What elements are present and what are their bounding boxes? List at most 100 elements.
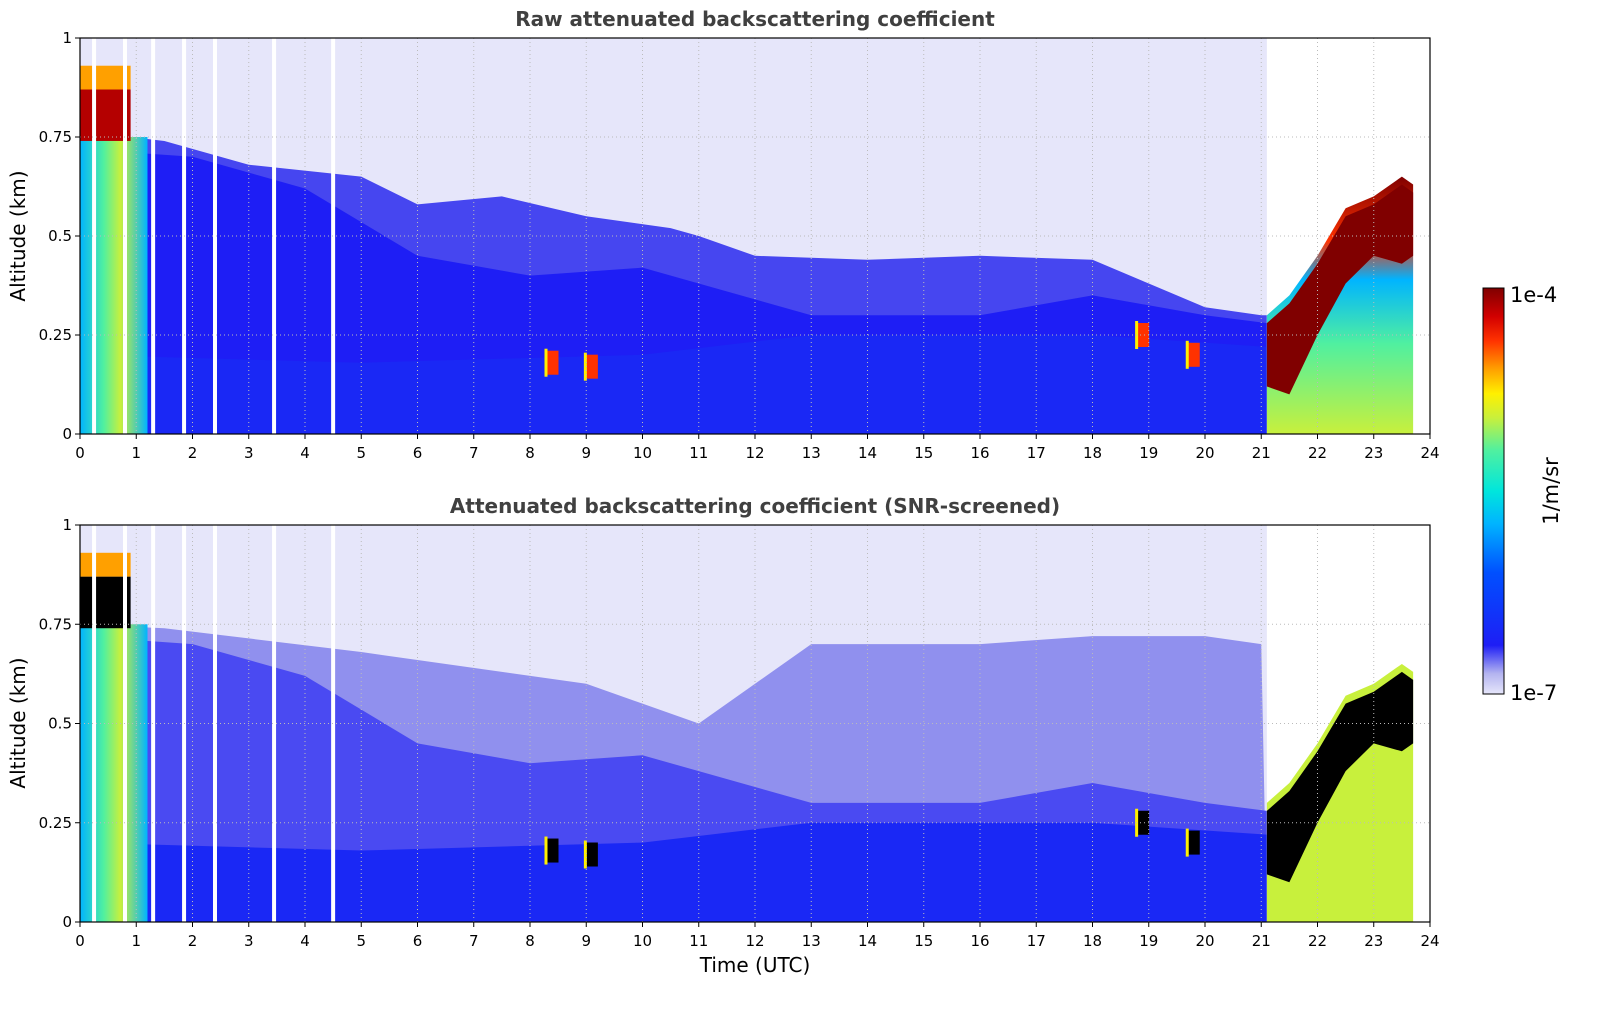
x-tick-label: 15: [914, 444, 933, 462]
colorbar-min-label: 1e-7: [1510, 681, 1557, 705]
x-tick-label: 13: [802, 444, 821, 462]
x-tick-label: 24: [1420, 444, 1439, 462]
x-tick-label: 5: [356, 444, 366, 462]
cloud-patch: [80, 576, 131, 629]
data-gap: [331, 525, 336, 922]
x-tick-label: 18: [1083, 444, 1102, 462]
x-tick-label: 18: [1083, 932, 1102, 950]
y-axis-label: Altitude (km): [6, 657, 30, 788]
x-tick-label: 20: [1195, 932, 1214, 950]
strong-echo-edge: [544, 836, 548, 865]
cloud-core: [1266, 671, 1414, 883]
x-tick-label: 10: [633, 932, 652, 950]
strong-profile-band: [80, 624, 148, 922]
strong-echo-spot: [1137, 810, 1150, 835]
data-gap: [331, 38, 336, 434]
grid-lines: [80, 525, 1430, 922]
x-tick-label: 2: [188, 932, 198, 950]
x-tick-label: 23: [1364, 444, 1383, 462]
y-tick-label: 1: [62, 29, 72, 47]
x-tick-label: 21: [1252, 444, 1271, 462]
heatmap-area: [80, 525, 1430, 922]
x-tick-label: 6: [413, 932, 423, 950]
x-tick-label: 9: [581, 932, 591, 950]
y-axis-label: Altitude (km): [6, 170, 30, 301]
data-gap: [151, 525, 156, 922]
x-tick-label: 16: [970, 444, 989, 462]
x-tick-label: 16: [970, 932, 989, 950]
cloud-core: [1266, 184, 1414, 395]
data-gap: [151, 38, 156, 434]
strong-profile-band: [80, 137, 148, 434]
x-tick-label: 23: [1364, 932, 1383, 950]
x-tick-label: 24: [1420, 932, 1439, 950]
x-axis: 0 1 2 3 4 5 6 7 8 9 10 11 12 13 14 15 16 17 18 19 20 21 22 23 24: [75, 434, 1440, 462]
data-gap: [272, 525, 277, 922]
x-tick-label: 10: [633, 444, 652, 462]
y-tick-label: 0.25: [39, 814, 72, 832]
x-tick-label: 9: [581, 444, 591, 462]
x-tick-label: 11: [689, 932, 708, 950]
y-tick-label: 1: [62, 516, 72, 534]
grid-lines: [80, 38, 1430, 434]
strong-echo-spot: [1137, 323, 1150, 347]
x-tick-label: 14: [858, 444, 877, 462]
x-tick-label: 11: [689, 444, 708, 462]
backscatter-field: [80, 525, 1430, 922]
y-axis: 0 0.25 0.5 0.75 1: [39, 516, 80, 931]
x-tick-label: 8: [525, 932, 535, 950]
surface-layer: [80, 822, 1267, 922]
x-tick-label: 3: [244, 444, 254, 462]
data-gap: [92, 525, 97, 922]
y-tick-label: 0.25: [39, 326, 72, 344]
x-tick-label: 12: [745, 932, 764, 950]
strong-echo-spot: [1187, 342, 1200, 367]
x-tick-label: 17: [1027, 444, 1046, 462]
y-axis: 0 0.25 0.5 0.75 1: [39, 29, 80, 443]
x-tick-label: 3: [244, 932, 254, 950]
x-tick-label: 5: [356, 932, 366, 950]
x-tick-label: 4: [300, 932, 310, 950]
x-tick-label: 21: [1252, 932, 1271, 950]
x-tick-label: 14: [858, 932, 877, 950]
chart-title: Attenuated backscattering coefficient (S…: [450, 494, 1060, 518]
strong-echo-edge: [544, 348, 548, 377]
x-axis: 0 1 2 3 4 5 6 7 8 9 10 11 12 13 14 15 16 17 18 19 20 21 22 23 24: [75, 922, 1440, 950]
y-tick-label: 0: [62, 913, 72, 931]
strong-echo-edge: [583, 840, 587, 869]
strong-echo-edge: [1185, 828, 1189, 857]
x-tick-label: 13: [802, 932, 821, 950]
x-tick-label: 0: [75, 444, 85, 462]
y-tick-label: 0: [62, 425, 72, 443]
colorbar-max-label: 1e-4: [1510, 283, 1557, 307]
colorbar: 1e-4 1e-7 1/m/sr: [1482, 283, 1563, 705]
y-tick-label: 0.5: [48, 227, 72, 245]
x-tick-label: 8: [525, 444, 535, 462]
raw-backscatter-panel: Raw attenuated backscattering coefficien…: [6, 7, 1440, 462]
x-tick-label: 6: [413, 444, 423, 462]
x-tick-label: 22: [1308, 932, 1327, 950]
y-tick-label: 0.75: [39, 128, 72, 146]
strong-echo-spot: [1187, 830, 1200, 855]
data-gap: [213, 525, 217, 922]
x-tick-label: 19: [1139, 932, 1158, 950]
x-axis-label: Time (UTC): [699, 953, 811, 977]
x-tick-label: 19: [1139, 444, 1158, 462]
strong-echo-spot: [546, 838, 559, 863]
strong-echo-edge: [583, 352, 587, 381]
x-tick-label: 0: [75, 932, 85, 950]
data-gap: [272, 38, 277, 434]
strong-echo-spot: [546, 350, 559, 375]
x-tick-label: 12: [745, 444, 764, 462]
x-tick-label: 7: [469, 932, 479, 950]
x-tick-label: 15: [914, 932, 933, 950]
x-tick-label: 17: [1027, 932, 1046, 950]
y-tick-label: 0.5: [48, 715, 72, 733]
x-tick-label: 22: [1308, 444, 1327, 462]
y-tick-label: 0.75: [39, 615, 72, 633]
colorbar-unit-label: 1/m/sr: [1539, 457, 1563, 525]
x-tick-label: 4: [300, 444, 310, 462]
surface-layer: [80, 335, 1267, 434]
strong-echo-spot: [585, 354, 598, 379]
